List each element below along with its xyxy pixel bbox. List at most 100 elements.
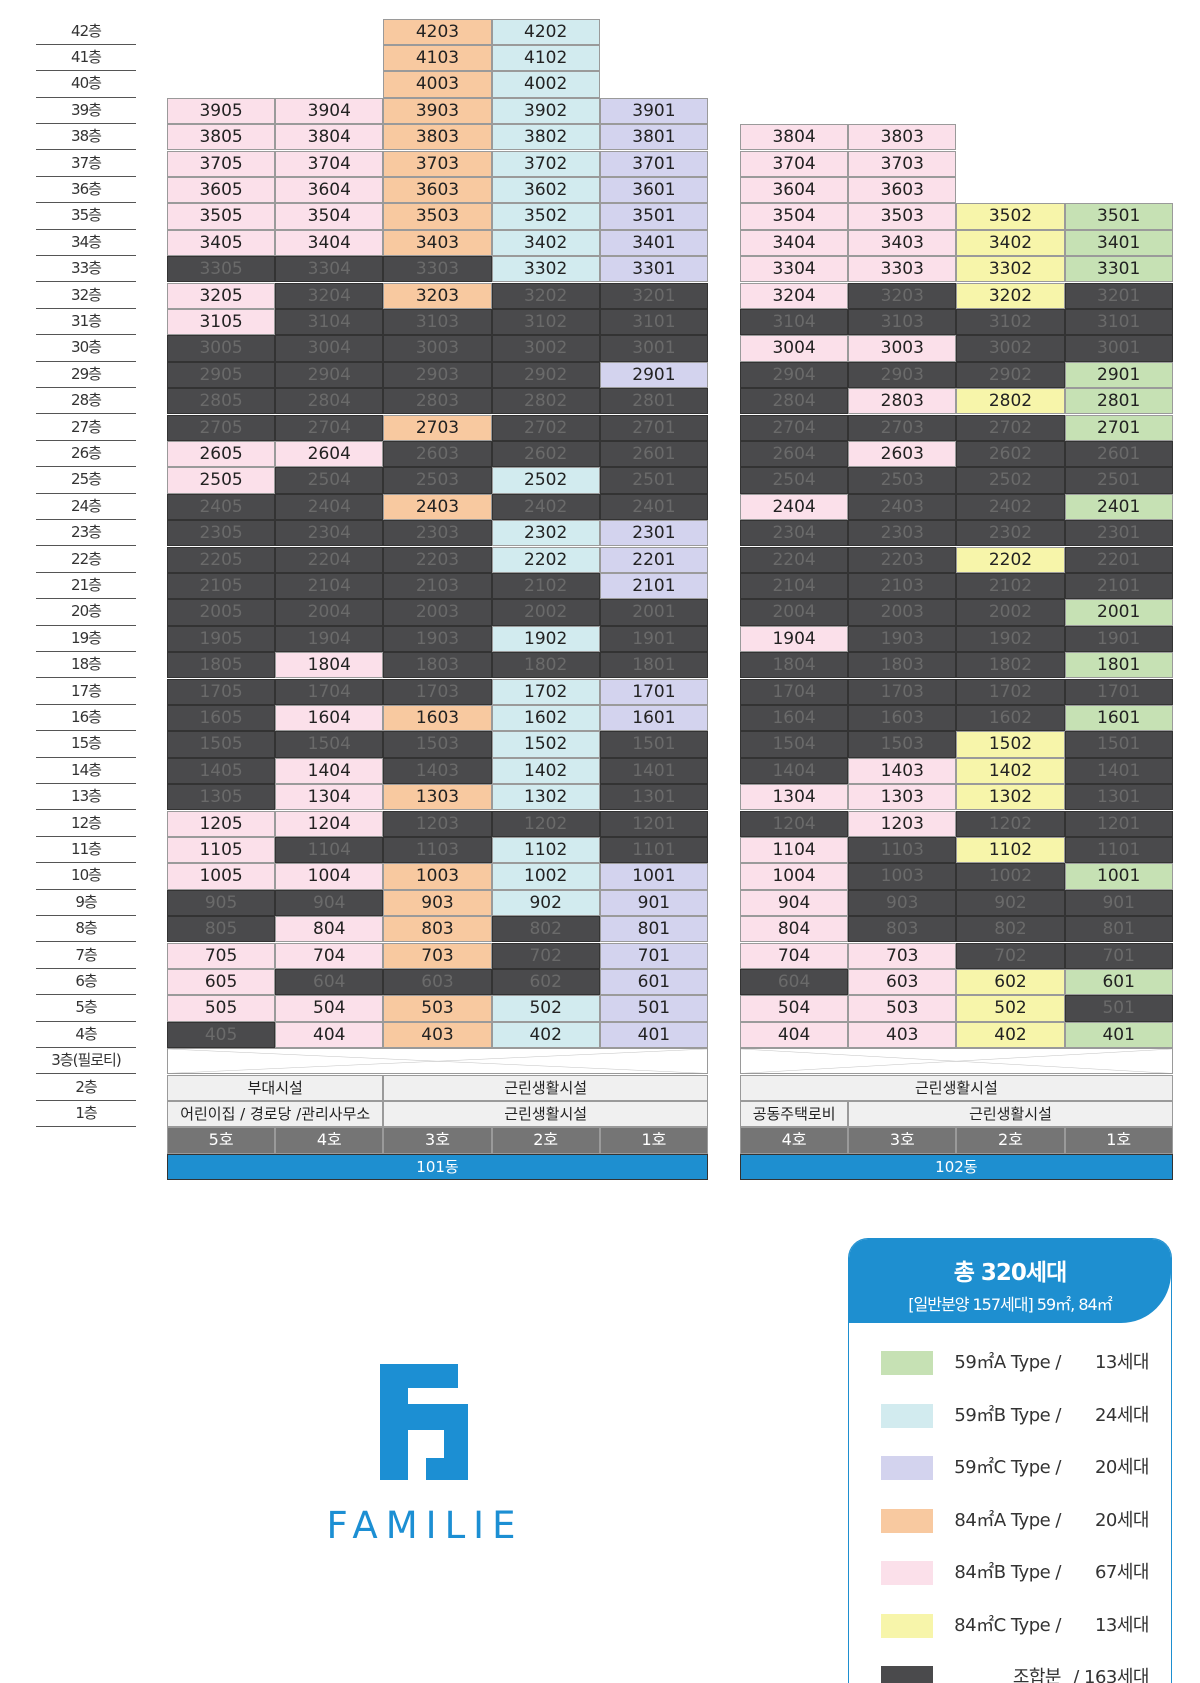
unit-cell[interactable]: 1405 <box>167 757 276 785</box>
unit-cell[interactable]: 3104 <box>740 308 849 336</box>
unit-cell[interactable]: 1501 <box>1064 731 1173 758</box>
unit-cell[interactable]: 1303 <box>383 784 492 811</box>
unit-cell[interactable]: 2301 <box>599 520 708 547</box>
unit-cell[interactable]: 3502 <box>956 203 1065 230</box>
unit-cell[interactable]: 1502 <box>491 731 600 758</box>
unit-cell[interactable]: 701 <box>1064 942 1173 969</box>
unit-cell[interactable]: 3505 <box>167 203 276 230</box>
unit-cell[interactable]: 2702 <box>491 414 600 441</box>
unit-cell[interactable]: 3703 <box>383 150 492 177</box>
unit-cell[interactable]: 1901 <box>1064 625 1173 653</box>
unit-cell[interactable]: 2604 <box>275 440 384 468</box>
unit-cell[interactable]: 1101 <box>599 836 708 864</box>
unit-cell[interactable]: 904 <box>275 889 384 917</box>
unit-cell[interactable]: 3102 <box>491 308 600 336</box>
unit-cell[interactable]: 3401 <box>599 229 708 257</box>
unit-cell[interactable]: 1603 <box>848 704 957 732</box>
unit-cell[interactable]: 2505 <box>167 467 276 494</box>
unit-cell[interactable]: 2904 <box>275 361 384 389</box>
unit-cell[interactable]: 2404 <box>740 493 849 521</box>
unit-cell[interactable]: 1301 <box>1064 784 1173 811</box>
unit-cell[interactable]: 1605 <box>167 704 276 732</box>
unit-cell[interactable]: 1705 <box>167 678 276 705</box>
unit-cell[interactable]: 2502 <box>491 467 600 494</box>
unit-cell[interactable]: 1202 <box>491 810 600 837</box>
unit-cell[interactable]: 4002 <box>491 71 600 98</box>
unit-cell[interactable]: 3501 <box>1064 203 1173 230</box>
unit-cell[interactable]: 2105 <box>167 572 276 600</box>
unit-cell[interactable]: 3502 <box>491 203 600 230</box>
unit-cell[interactable]: 2704 <box>275 414 384 441</box>
unit-cell[interactable]: 3305 <box>167 256 276 283</box>
unit-cell[interactable]: 2803 <box>383 388 492 415</box>
unit-cell[interactable]: 2303 <box>848 520 957 547</box>
unit-cell[interactable]: 1702 <box>956 678 1065 705</box>
unit-cell[interactable]: 904 <box>740 889 849 917</box>
unit-cell[interactable]: 1102 <box>491 836 600 864</box>
unit-cell[interactable]: 2005 <box>167 599 276 626</box>
unit-cell[interactable]: 3603 <box>383 176 492 204</box>
unit-cell[interactable]: 3203 <box>848 282 957 309</box>
unit-cell[interactable]: 603 <box>383 968 492 996</box>
unit-cell[interactable]: 802 <box>956 916 1065 943</box>
unit-cell[interactable]: 2602 <box>956 440 1065 468</box>
unit-cell[interactable]: 3805 <box>167 124 276 151</box>
unit-cell[interactable]: 3202 <box>956 282 1065 309</box>
unit-cell[interactable]: 2604 <box>740 440 849 468</box>
unit-cell[interactable]: 1602 <box>491 704 600 732</box>
unit-cell[interactable]: 1304 <box>740 784 849 811</box>
unit-cell[interactable]: 1804 <box>275 652 384 679</box>
unit-cell[interactable]: 503 <box>383 995 492 1022</box>
unit-cell[interactable]: 3001 <box>1064 335 1173 362</box>
unit-cell[interactable]: 2204 <box>275 546 384 573</box>
unit-cell[interactable]: 2201 <box>1064 546 1173 573</box>
unit-cell[interactable]: 4202 <box>491 18 600 45</box>
unit-cell[interactable]: 3304 <box>275 256 384 283</box>
unit-cell[interactable]: 404 <box>275 1021 384 1049</box>
unit-cell[interactable]: 2202 <box>491 546 600 573</box>
unit-cell[interactable]: 1201 <box>1064 810 1173 837</box>
unit-cell[interactable]: 1701 <box>599 678 708 705</box>
unit-cell[interactable]: 503 <box>848 995 957 1022</box>
unit-cell[interactable]: 3302 <box>491 256 600 283</box>
unit-cell[interactable]: 3702 <box>491 150 600 177</box>
unit-cell[interactable]: 3101 <box>599 308 708 336</box>
unit-cell[interactable]: 2504 <box>275 467 384 494</box>
unit-cell[interactable]: 1501 <box>599 731 708 758</box>
unit-cell[interactable]: 3803 <box>383 124 492 151</box>
unit-cell[interactable]: 2402 <box>491 493 600 521</box>
unit-cell[interactable]: 2703 <box>383 414 492 441</box>
unit-cell[interactable]: 3405 <box>167 229 276 257</box>
unit-cell[interactable]: 2705 <box>167 414 276 441</box>
unit-cell[interactable]: 2304 <box>275 520 384 547</box>
unit-cell[interactable]: 1902 <box>491 625 600 653</box>
unit-cell[interactable]: 3904 <box>275 97 384 125</box>
unit-cell[interactable]: 2003 <box>383 599 492 626</box>
unit-cell[interactable]: 1904 <box>740 625 849 653</box>
unit-cell[interactable]: 1905 <box>167 625 276 653</box>
unit-cell[interactable]: 1502 <box>956 731 1065 758</box>
unit-cell[interactable]: 2503 <box>383 467 492 494</box>
unit-cell[interactable]: 1104 <box>740 836 849 864</box>
unit-cell[interactable]: 605 <box>167 968 276 996</box>
unit-cell[interactable]: 2205 <box>167 546 276 573</box>
unit-cell[interactable]: 903 <box>848 889 957 917</box>
unit-cell[interactable]: 3304 <box>740 256 849 283</box>
unit-cell[interactable]: 2401 <box>1064 493 1173 521</box>
unit-cell[interactable]: 1403 <box>848 757 957 785</box>
unit-cell[interactable]: 3801 <box>599 124 708 151</box>
unit-cell[interactable]: 2104 <box>275 572 384 600</box>
unit-cell[interactable]: 1703 <box>383 678 492 705</box>
unit-cell[interactable]: 3601 <box>599 176 708 204</box>
unit-cell[interactable]: 1604 <box>740 704 849 732</box>
unit-cell[interactable]: 901 <box>599 889 708 917</box>
unit-cell[interactable]: 1003 <box>848 863 957 890</box>
unit-cell[interactable]: 1603 <box>383 704 492 732</box>
unit-cell[interactable]: 2301 <box>1064 520 1173 547</box>
unit-cell[interactable]: 3401 <box>1064 229 1173 257</box>
unit-cell[interactable]: 702 <box>956 942 1065 969</box>
unit-cell[interactable]: 3701 <box>599 150 708 177</box>
unit-cell[interactable]: 2905 <box>167 361 276 389</box>
unit-cell[interactable]: 3605 <box>167 176 276 204</box>
unit-cell[interactable]: 2603 <box>848 440 957 468</box>
